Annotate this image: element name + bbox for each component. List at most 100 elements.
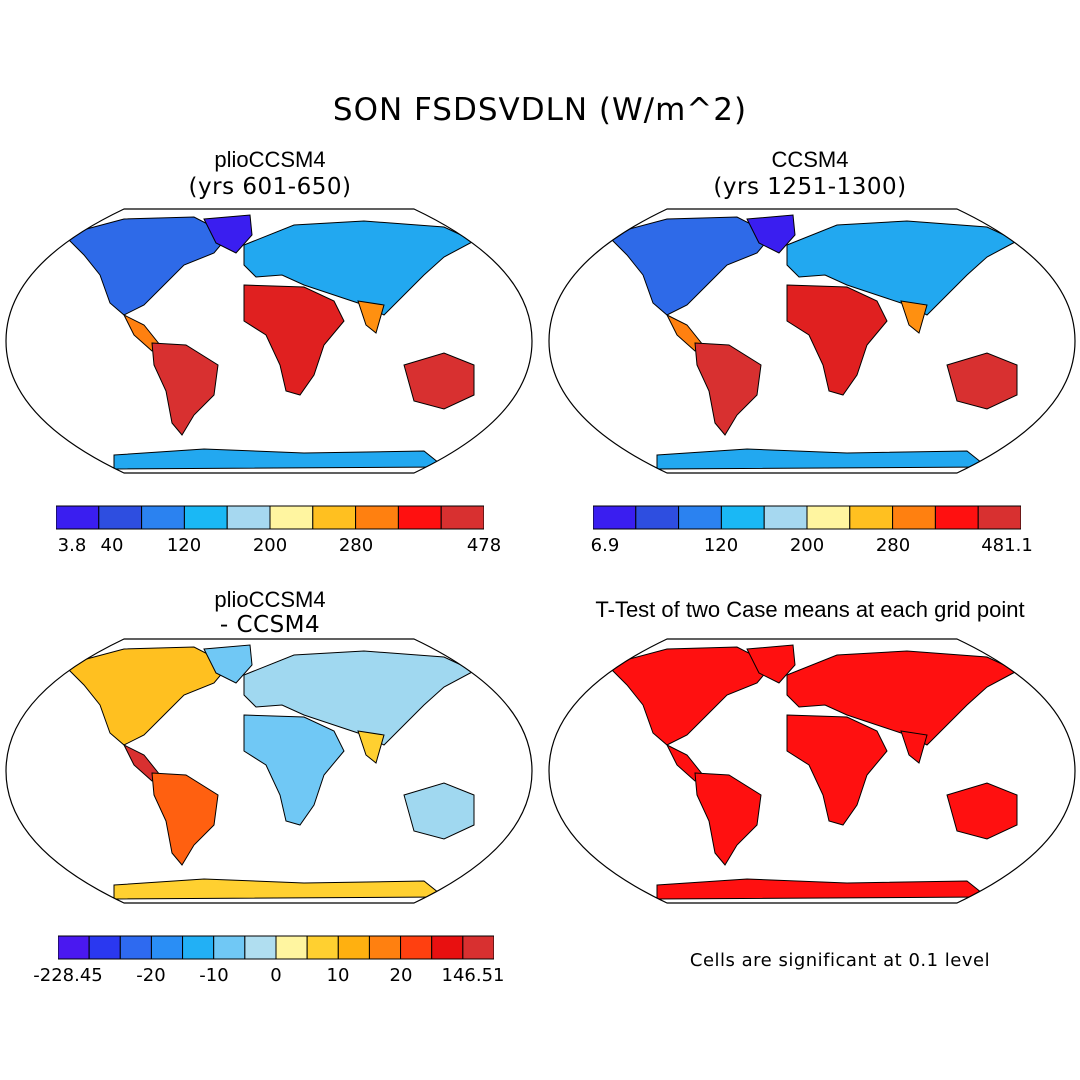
colorbar-swatch bbox=[312, 505, 357, 530]
colorbar-swatch bbox=[56, 505, 100, 530]
map-panel-difference bbox=[5, 638, 533, 904]
landmass-africa bbox=[786, 284, 888, 396]
colorbar-swatch bbox=[119, 935, 152, 960]
landmass-eurasia bbox=[786, 220, 1019, 316]
colorbar-swatch bbox=[269, 505, 314, 530]
colorbar-swatch bbox=[892, 505, 936, 530]
panel3-subtitle: - CCSM4 bbox=[219, 612, 321, 638]
landmass-australia bbox=[946, 782, 1018, 840]
map-frame bbox=[548, 638, 1076, 904]
landmass-antarctica bbox=[656, 878, 989, 900]
colorbar-swatch bbox=[977, 505, 1021, 530]
landmass-eurasia bbox=[243, 650, 476, 746]
cb1-label: 3.8 bbox=[57, 535, 87, 556]
colorbar-swatch bbox=[306, 935, 339, 960]
cb3-label: 10 bbox=[326, 965, 350, 986]
map-frame bbox=[5, 208, 533, 474]
cb1-label: 40 bbox=[100, 535, 124, 556]
landmass-northAmerica bbox=[606, 216, 773, 316]
colorbar-swatch bbox=[431, 935, 464, 960]
landmass-antarctica bbox=[656, 448, 989, 470]
colorbar-swatch bbox=[934, 505, 979, 530]
cb3-label: -20 bbox=[136, 965, 166, 986]
colorbar-swatch bbox=[244, 935, 277, 960]
colorbar-swatch bbox=[720, 505, 765, 530]
colorbar-swatch bbox=[806, 505, 851, 530]
landmass-australia bbox=[403, 782, 475, 840]
colorbar-ccsm4-labels: 6.9 120 200 280 481.1 bbox=[590, 535, 1033, 559]
cb1-label: 280 bbox=[338, 535, 374, 556]
colorbar-swatch bbox=[226, 505, 271, 530]
landmass-africa bbox=[786, 714, 888, 826]
cb2-label: 200 bbox=[789, 535, 825, 556]
landmass-eurasia bbox=[786, 650, 1019, 746]
cb1-label: 478 bbox=[466, 535, 502, 556]
landmass-southAmerica bbox=[151, 342, 219, 436]
cb2-label: 280 bbox=[875, 535, 911, 556]
landmass-southAmerica bbox=[694, 342, 762, 436]
landmass-antarctica bbox=[113, 878, 446, 900]
colorbar-swatch bbox=[98, 505, 143, 530]
colorbar-swatch bbox=[462, 935, 494, 960]
colorbar-swatch bbox=[150, 935, 184, 960]
landmass-greenland bbox=[203, 214, 253, 254]
panel3-title: plioCCSM4 bbox=[214, 587, 326, 612]
landmass-australia bbox=[403, 352, 475, 410]
landmass-australia bbox=[946, 352, 1018, 410]
map-panel-plio bbox=[5, 208, 533, 474]
colorbar-swatch bbox=[183, 505, 228, 530]
cb2-label: 120 bbox=[703, 535, 739, 556]
colorbar-swatch bbox=[593, 505, 637, 530]
cb3-label: 20 bbox=[389, 965, 413, 986]
map-panel-ttest bbox=[548, 638, 1076, 904]
colorbar-swatch bbox=[355, 505, 399, 530]
colorbar-swatch bbox=[400, 935, 433, 960]
cb3-label: 146.51 bbox=[441, 965, 505, 986]
colorbar-swatch bbox=[397, 505, 442, 530]
landmass-eurasia bbox=[243, 220, 476, 316]
map-frame bbox=[5, 638, 533, 904]
landmass-southAmerica bbox=[151, 772, 219, 866]
map-panel-ccsm4 bbox=[548, 208, 1076, 474]
landmass-southAmerica bbox=[694, 772, 762, 866]
colorbar-ccsm4 bbox=[593, 505, 1021, 530]
colorbar-swatch bbox=[849, 505, 894, 530]
landmass-india bbox=[900, 730, 928, 764]
landmass-northAmerica bbox=[63, 646, 230, 746]
colorbar-swatch bbox=[678, 505, 722, 530]
landmass-africa bbox=[243, 284, 345, 396]
colorbar-swatch bbox=[368, 935, 402, 960]
panel1-subtitle: (yrs 601-650) bbox=[188, 174, 352, 200]
cb1-label: 200 bbox=[252, 535, 288, 556]
landmass-india bbox=[357, 300, 385, 334]
significance-note: Cells are significant at 0.1 level bbox=[689, 950, 991, 971]
colorbar-swatch bbox=[182, 935, 215, 960]
landmass-antarctica bbox=[113, 448, 446, 470]
landmass-greenland bbox=[203, 644, 253, 684]
landmass-northAmerica bbox=[63, 216, 230, 316]
colorbar-difference-labels: -228.45 -20 -10 0 10 20 146.51 bbox=[33, 965, 504, 989]
landmass-africa bbox=[243, 714, 345, 826]
panel4-title: T-Test of two Case means at each grid po… bbox=[595, 597, 1025, 622]
cb2-label: 6.9 bbox=[590, 535, 620, 556]
colorbar-swatch bbox=[763, 505, 808, 530]
landmass-greenland bbox=[746, 214, 796, 254]
cb1-label: 120 bbox=[166, 535, 202, 556]
colorbar-swatch bbox=[141, 505, 185, 530]
cb2-label: 481.1 bbox=[981, 535, 1033, 556]
landmass-india bbox=[357, 730, 385, 764]
cb3-label: -10 bbox=[199, 965, 229, 986]
landmass-india bbox=[900, 300, 928, 334]
figure-title: SON FSDSVDLN (W/m^2) bbox=[332, 92, 748, 128]
panel2-subtitle: (yrs 1251-1300) bbox=[713, 174, 907, 200]
panel1-title: plioCCSM4 bbox=[214, 147, 326, 172]
colorbar-swatch bbox=[440, 505, 484, 530]
colorbar-swatch bbox=[88, 935, 121, 960]
colorbar-plio bbox=[56, 505, 484, 530]
cb3-label: 0 bbox=[270, 965, 282, 986]
panel2-title: CCSM4 bbox=[771, 147, 849, 172]
map-frame bbox=[548, 208, 1076, 474]
colorbar-swatch bbox=[635, 505, 680, 530]
landmass-greenland bbox=[746, 644, 796, 684]
colorbar-swatch bbox=[213, 935, 246, 960]
